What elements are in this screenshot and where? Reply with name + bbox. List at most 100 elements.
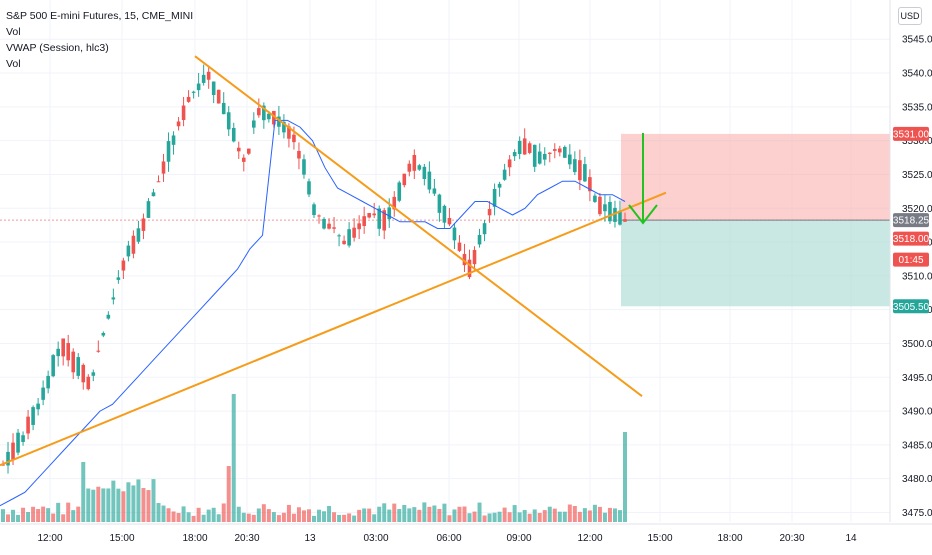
- candle-body: [603, 204, 607, 212]
- volume-bar: [437, 508, 442, 522]
- volume-bar: [623, 432, 627, 522]
- volume-bar: [16, 514, 21, 522]
- candle-body: [407, 163, 412, 172]
- price-tag-countdown[interactable]: 01:45: [898, 255, 923, 266]
- volume-bar: [26, 512, 31, 522]
- y-tick-label: 3485.00: [902, 440, 932, 451]
- candle-body: [447, 218, 452, 225]
- trendline-descending[interactable]: [194, 55, 643, 397]
- price-tag-stop-bg[interactable]: [893, 126, 929, 141]
- volume-bar: [276, 515, 281, 522]
- candle-body: [337, 235, 341, 237]
- volume-bar: [56, 502, 61, 522]
- trendline-ascending[interactable]: [0, 191, 667, 467]
- candle-body: [563, 146, 567, 158]
- volume-bar: [121, 491, 126, 522]
- volume-bar: [537, 512, 542, 522]
- y-tick-label: 3495.00: [902, 373, 932, 384]
- candle-body: [96, 350, 101, 352]
- volume-bar: [572, 505, 577, 522]
- volume-bar: [577, 511, 582, 522]
- volume-bar: [512, 505, 517, 522]
- candle-body: [111, 297, 116, 300]
- candle-body: [146, 201, 151, 218]
- candle-body: [362, 216, 366, 227]
- candle-body: [16, 432, 20, 453]
- candle-body: [507, 159, 512, 168]
- volume-bar: [452, 509, 457, 522]
- candle-body: [241, 157, 246, 162]
- volume-bar: [131, 485, 136, 522]
- price-tag-countdown-bg[interactable]: [893, 252, 929, 267]
- candle-body: [457, 242, 462, 251]
- volume-bar: [251, 514, 256, 522]
- candle-body: [91, 372, 96, 376]
- candle-body: [51, 355, 55, 377]
- price-tag-target-bg[interactable]: [893, 299, 929, 314]
- candle-body: [497, 183, 502, 188]
- candle-body: [106, 314, 111, 319]
- x-tick-label: 09:00: [506, 533, 531, 544]
- candle-body: [613, 207, 617, 222]
- candle-body: [166, 141, 171, 162]
- take-profit-zone[interactable]: [621, 220, 890, 307]
- y-tick-label: 3525.00: [902, 170, 932, 181]
- price-tag-current[interactable]: 3518.00: [893, 234, 930, 245]
- volume-bar: [236, 506, 241, 522]
- candle-body: [66, 343, 71, 361]
- candle-body: [432, 188, 437, 194]
- volume-bar: [547, 506, 552, 522]
- short-arrow-head[interactable]: [628, 204, 658, 225]
- volume-bar: [522, 509, 527, 522]
- candle-body: [598, 196, 602, 215]
- x-tick-label: 14: [845, 533, 857, 544]
- volume-bar: [372, 514, 377, 522]
- volume-bar: [507, 512, 512, 522]
- volume-bar: [607, 507, 612, 522]
- price-tag-stop[interactable]: 3531.00: [893, 129, 930, 140]
- candle-body: [302, 159, 306, 175]
- candle-body: [357, 223, 361, 230]
- x-tick-label: 12:00: [577, 533, 602, 544]
- volume-bar: [397, 509, 402, 522]
- x-tick-label: 15:00: [109, 533, 134, 544]
- volume-bar: [141, 488, 146, 522]
- volume-bar: [256, 508, 261, 522]
- legend-indicator-volume-2[interactable]: Vol: [6, 58, 21, 70]
- y-tick-label: 3490.00: [902, 407, 932, 418]
- volume-bar: [457, 506, 462, 522]
- legend-indicator-vwap[interactable]: VWAP (Session, hlc3): [6, 42, 109, 54]
- currency-button[interactable]: USD: [898, 7, 922, 25]
- candle-body: [427, 171, 432, 190]
- price-tag-target[interactable]: 3505.50: [893, 302, 930, 313]
- price-tag-entry-bg[interactable]: [893, 213, 929, 228]
- volume-bar: [467, 513, 472, 522]
- legend-symbol[interactable]: S&P 500 E-mini Futures, 15, CME_MINI: [6, 10, 194, 22]
- candle-body: [402, 173, 407, 186]
- price-tag-entry[interactable]: 3518.25: [893, 216, 930, 227]
- legend-indicator-volume[interactable]: Vol: [6, 26, 21, 38]
- candle-body: [126, 245, 131, 257]
- candle-body: [297, 150, 301, 159]
- x-tick-label: 03:00: [363, 533, 388, 544]
- volume-bar: [492, 512, 497, 522]
- candle-body: [136, 228, 141, 242]
- candle-body: [121, 260, 126, 271]
- volume-bar: [617, 510, 622, 522]
- candle-body: [583, 164, 587, 182]
- candle-body: [537, 151, 542, 164]
- volume-bar: [427, 506, 432, 522]
- volume-bar: [6, 514, 11, 522]
- volume-bar: [271, 512, 276, 522]
- volume-bar: [412, 507, 417, 522]
- stop-loss-zone[interactable]: [621, 133, 890, 221]
- candle-body: [156, 181, 161, 183]
- price-tag-current-bg[interactable]: [893, 231, 929, 246]
- volume-bar: [402, 504, 407, 522]
- candle-body: [116, 277, 121, 280]
- volume-bar: [146, 490, 151, 522]
- volume-bar: [487, 513, 492, 522]
- candle-body: [216, 89, 221, 104]
